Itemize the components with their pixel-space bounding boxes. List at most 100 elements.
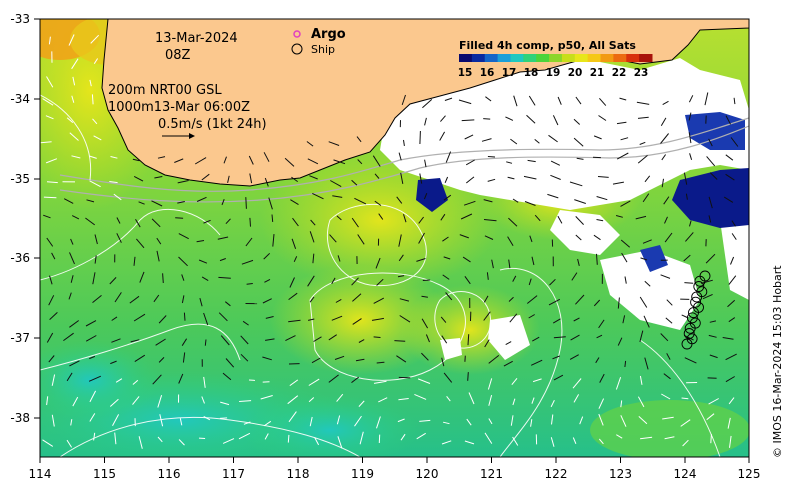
current-arrow: [708, 215, 712, 223]
current-arrow: [550, 174, 561, 180]
current-arrow: [265, 316, 274, 319]
current-arrow: [66, 117, 74, 123]
current-arrow: [139, 271, 145, 283]
current-arrow: [575, 234, 582, 241]
current-arrow: [86, 199, 95, 203]
current-arrow: [704, 92, 709, 106]
current-arrow: [249, 173, 253, 184]
current-arrow: [312, 253, 315, 264]
current-arrow: [534, 214, 541, 222]
current-arrow: [729, 435, 732, 448]
current-arrow: [111, 316, 118, 321]
colorbar-tick-label: 21: [590, 67, 605, 79]
current-arrow: [308, 397, 315, 403]
current-arrow: [636, 101, 650, 105]
current-arrow: [157, 395, 163, 408]
current-arrow: [116, 217, 121, 224]
current-arrow: [219, 417, 228, 419]
current-arrow: [639, 375, 643, 385]
x-tick-label: 120: [416, 467, 439, 481]
current-arrow: [532, 378, 542, 383]
current-arrow: [356, 136, 362, 143]
current-arrow: [49, 275, 53, 285]
current-arrow: [158, 357, 165, 363]
current-arrow: [109, 277, 117, 285]
current-arrow: [90, 34, 100, 44]
current-arrow: [330, 180, 342, 188]
current-arrow: [487, 178, 496, 182]
current-arrow: [242, 320, 249, 326]
current-arrow: [134, 354, 146, 363]
current-arrow: [85, 335, 97, 342]
current-arrow: [351, 217, 359, 228]
current-arrow: [289, 379, 299, 387]
current-arrow: [358, 339, 365, 343]
current-arrow: [198, 259, 208, 264]
current-arrow: [725, 353, 737, 361]
current-arrow: [94, 234, 98, 245]
current-vectors: [40, 34, 739, 449]
current-arrow: [309, 416, 313, 427]
current-arrow: [570, 334, 580, 341]
current-arrow: [488, 394, 493, 406]
current-arrow: [524, 201, 536, 206]
current-arrow: [357, 234, 365, 245]
current-arrow: [421, 295, 428, 298]
current-arrow: [51, 252, 56, 260]
current-arrow: [575, 96, 582, 105]
current-arrow: [48, 295, 55, 306]
ship-marker-icon: [291, 43, 303, 55]
current-arrow: [664, 232, 673, 243]
current-arrow: [593, 135, 602, 140]
current-arrow: [157, 436, 163, 443]
current-arrow: [357, 159, 363, 165]
current-arrow: [372, 155, 381, 167]
current-arrow: [642, 193, 650, 203]
current-arrow: [443, 256, 451, 260]
current-arrow: [289, 277, 295, 288]
current-arrow: [725, 173, 735, 181]
current-arrow: [262, 356, 272, 361]
current-arrow: [464, 276, 471, 285]
current-arrow: [509, 313, 518, 323]
current-arrow: [310, 219, 316, 226]
current-arrow: [621, 252, 628, 263]
current-arrow: [616, 434, 623, 439]
current-arrow: [203, 376, 206, 388]
current-arrow: [263, 252, 271, 260]
current-arrow: [487, 378, 493, 390]
current-arrow: [637, 396, 645, 408]
current-arrow: [222, 372, 232, 381]
current-arrow: [311, 357, 321, 364]
current-arrow: [532, 336, 540, 342]
current-arrow: [245, 237, 253, 247]
current-arrow: [615, 377, 622, 390]
current-arrow: [89, 180, 101, 188]
y-tick-label: -38: [10, 411, 30, 425]
current-arrow: [534, 139, 540, 144]
current-arrow: [444, 176, 449, 183]
current-arrow: [661, 154, 667, 161]
current-arrow: [483, 295, 489, 303]
current-arrow: [333, 159, 346, 165]
current-arrow: [616, 121, 627, 125]
current-arrow: [308, 378, 320, 386]
current-arrow: [416, 258, 426, 262]
current-arrow: [414, 393, 427, 400]
current-arrow: [287, 434, 290, 443]
current-arrow: [442, 274, 450, 280]
current-arrow: [557, 96, 562, 105]
current-arrow: [307, 158, 319, 165]
current-arrow: [706, 156, 716, 167]
colorbar-tick-label: 22: [612, 67, 627, 79]
current-arrow: [293, 256, 298, 263]
current-arrow: [224, 301, 231, 307]
y-tick-label: -34: [10, 92, 30, 106]
current-arrow: [439, 131, 446, 141]
current-arrow: [129, 295, 140, 304]
current-arrow: [440, 115, 446, 122]
current-arrow: [71, 155, 81, 159]
current-arrow: [440, 316, 447, 323]
current-arrow: [708, 334, 717, 338]
current-arrow: [46, 237, 54, 247]
